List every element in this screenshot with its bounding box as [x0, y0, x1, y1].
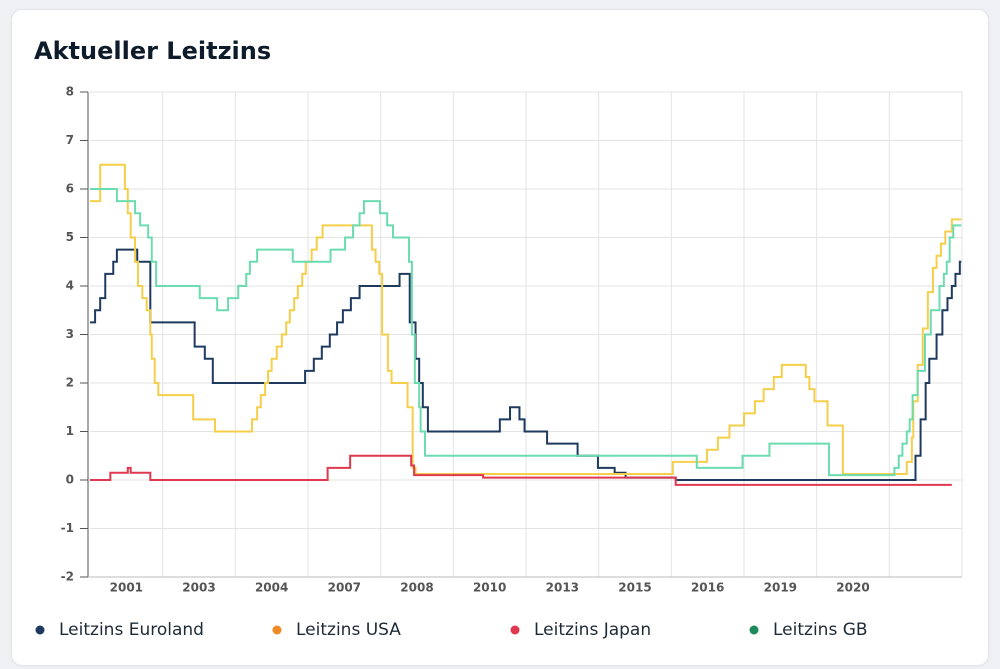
y-tick-label: 6: [66, 182, 74, 196]
card: [12, 10, 988, 665]
x-tick-label: 2010: [473, 581, 506, 595]
x-tick-label: 2003: [182, 581, 215, 595]
x-tick-label: 2001: [110, 581, 143, 595]
legend-marker: [35, 625, 45, 635]
legend-marker: [510, 625, 520, 635]
x-tick-label: 2004: [255, 581, 288, 595]
chart-title: Aktueller Leitzins: [34, 37, 271, 65]
legend-marker: [749, 625, 759, 635]
x-tick-label: 2019: [764, 581, 797, 595]
series-line: [90, 163, 962, 475]
x-tick-label: 2020: [836, 581, 869, 595]
legend-label: Leitzins Japan: [534, 620, 651, 640]
y-tick-label: 0: [66, 473, 74, 487]
y-tick-label: 5: [66, 230, 74, 244]
y-tick-label: 7: [66, 133, 74, 147]
x-tick-label: 2016: [691, 581, 724, 595]
y-tick-label: -1: [61, 521, 74, 535]
legend-label: Leitzins USA: [296, 620, 401, 640]
y-tick-label: 4: [66, 279, 74, 293]
legend-label: Leitzins Euroland: [59, 620, 204, 640]
y-tick-label: 8: [66, 85, 74, 99]
x-tick-label: 2008: [400, 581, 433, 595]
y-tick-label: 1: [66, 424, 74, 438]
y-tick-label: -2: [61, 570, 74, 584]
x-tick-label: 2007: [328, 581, 361, 595]
x-tick-label: 2015: [618, 581, 651, 595]
series-line: [90, 248, 962, 481]
series-line: [90, 454, 952, 486]
series-line: [90, 188, 962, 477]
y-tick-label: 3: [66, 327, 74, 341]
legend-label: Leitzins GB: [773, 620, 868, 640]
legend-marker: [272, 625, 282, 635]
y-tick-label: 2: [66, 376, 74, 390]
x-tick-label: 2013: [546, 581, 579, 595]
